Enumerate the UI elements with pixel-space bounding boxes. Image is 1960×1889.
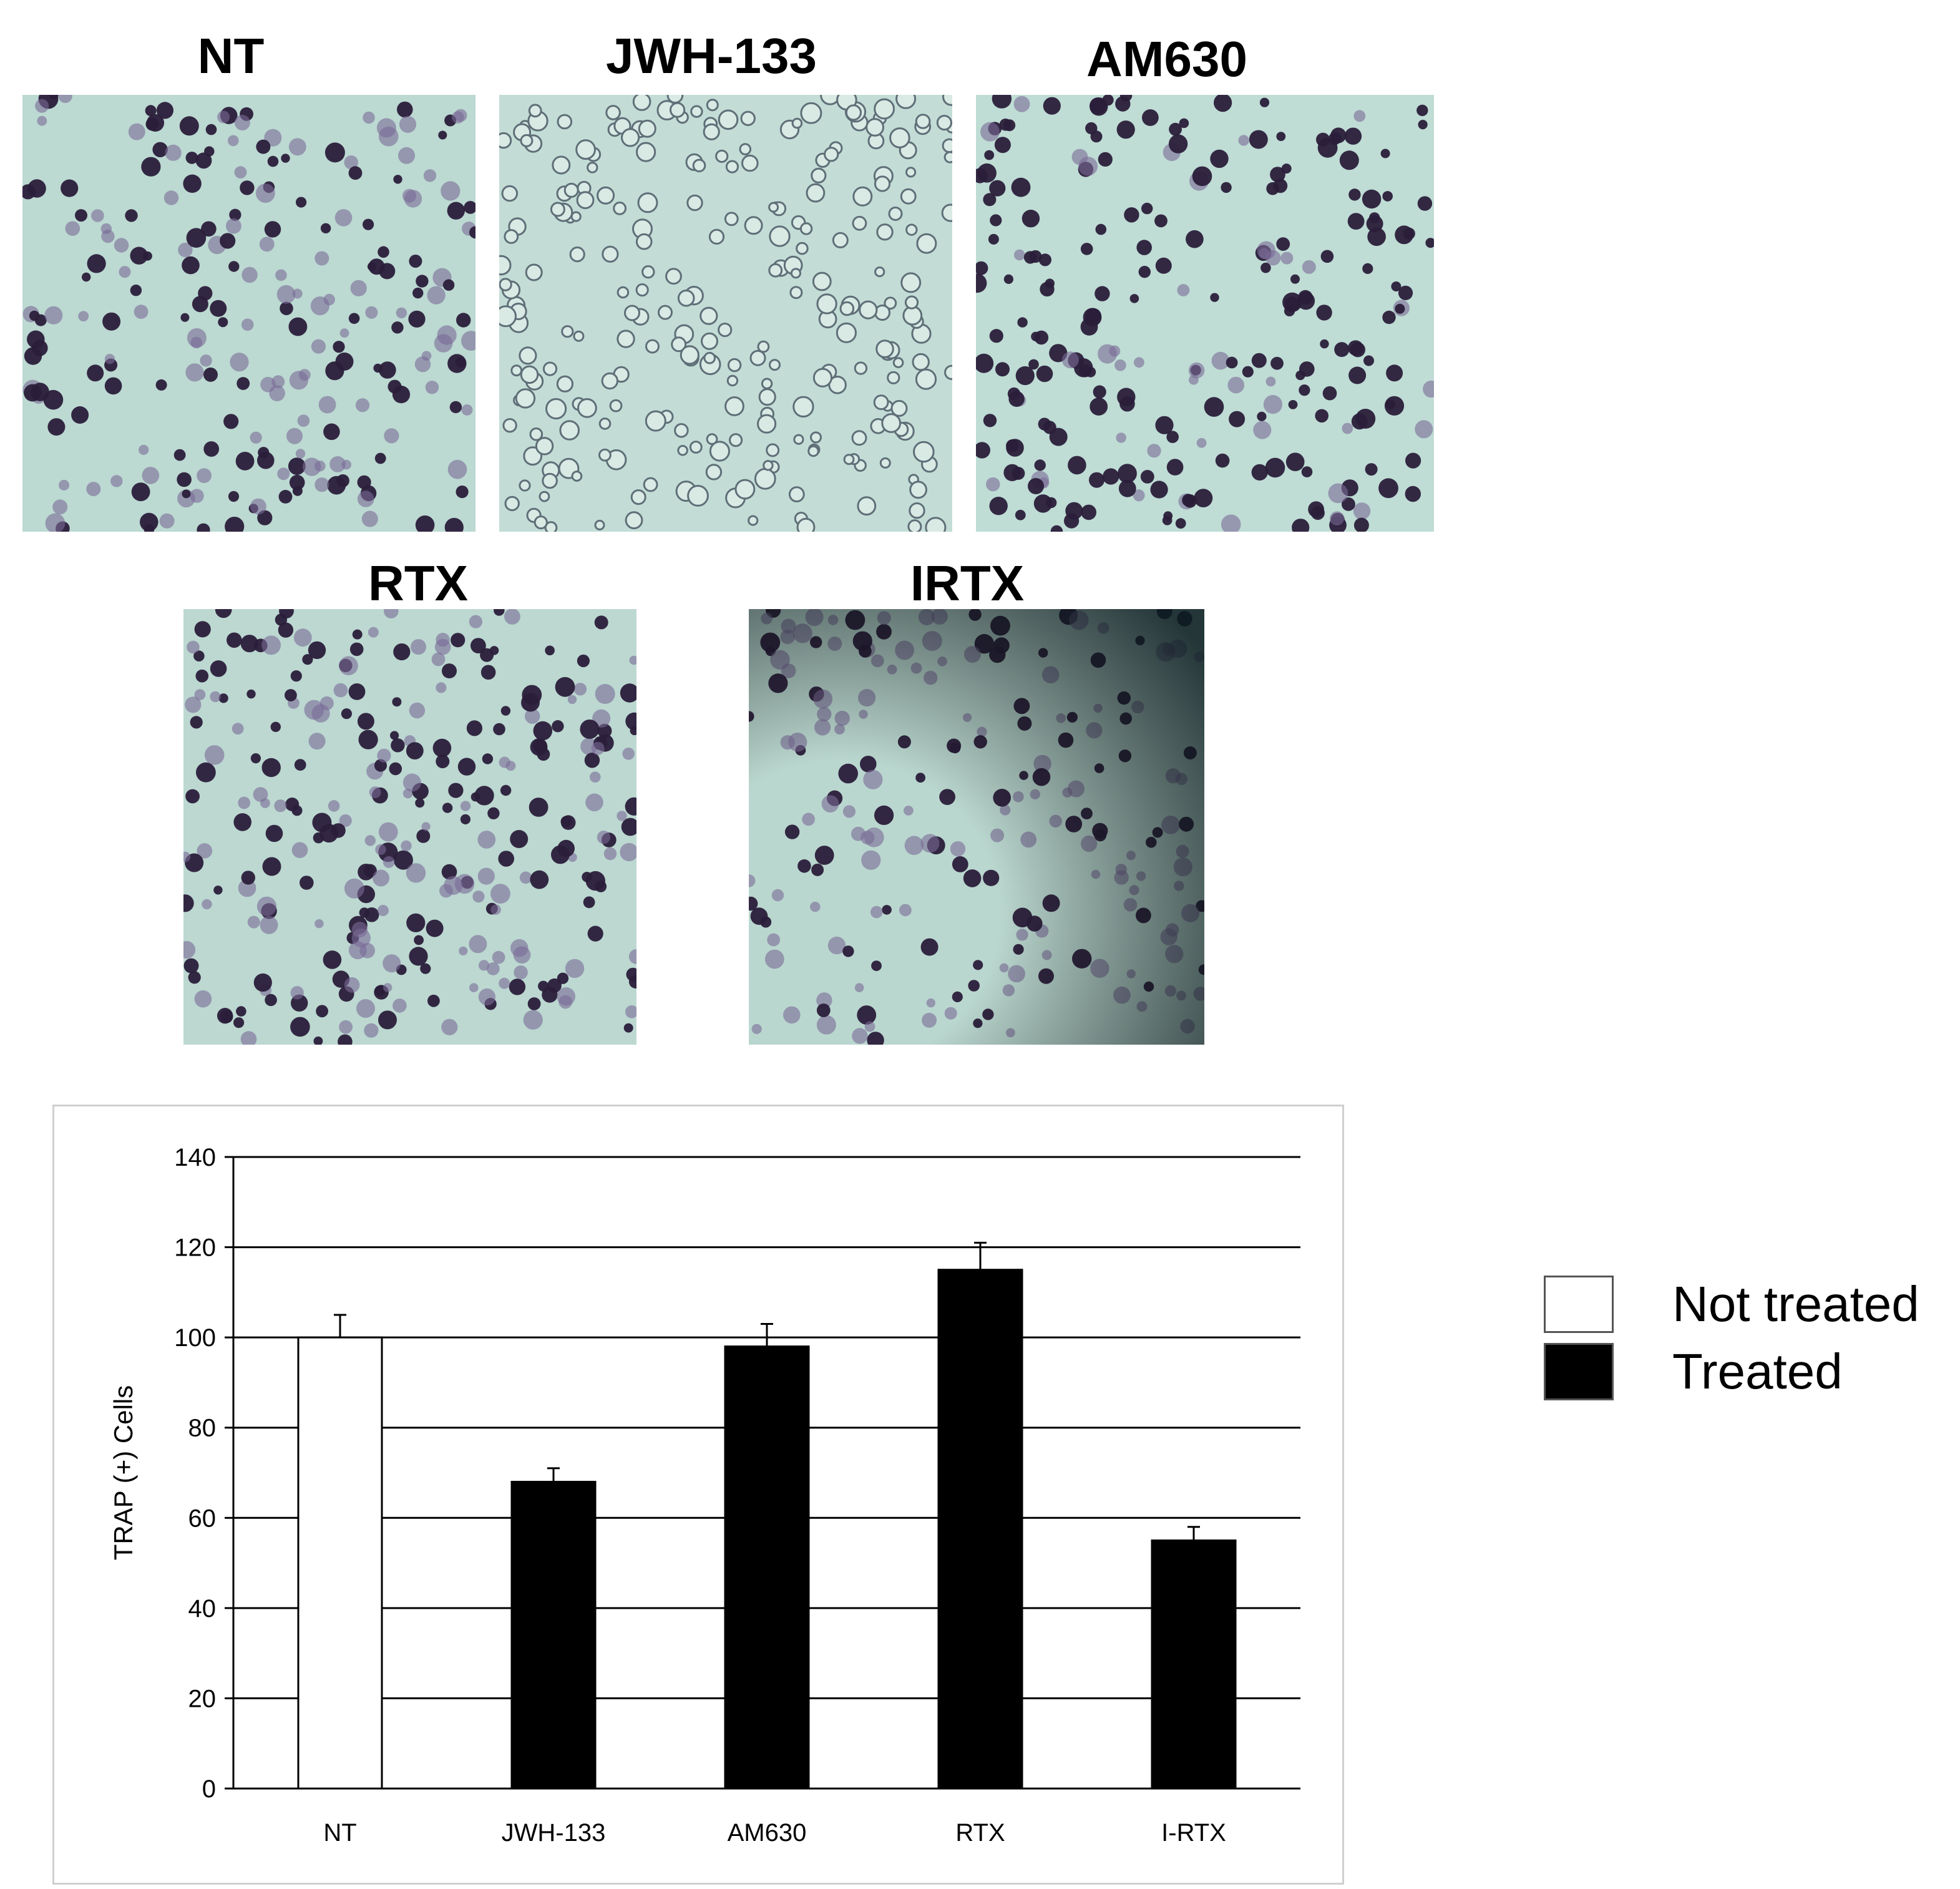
- panel-title-am630: AM630: [1086, 31, 1247, 87]
- y-tick-label: 80: [188, 1415, 217, 1442]
- bar-chart: 0 20 40 60 80 100 120 140 TRAP (+) Cells NT JWH-13…: [109, 1144, 1300, 1847]
- micrograph-irtx: [749, 609, 1204, 1045]
- legend-label-treated: Treated: [1672, 1344, 1843, 1399]
- x-tick-label: I-RTX: [1161, 1819, 1226, 1847]
- x-tick-label: AM630: [728, 1819, 807, 1847]
- y-tick-label: 100: [174, 1324, 216, 1352]
- legend-swatch-not-treated: [1544, 1276, 1614, 1333]
- legend-swatch-treated: [1544, 1343, 1614, 1400]
- micrograph-am630: [976, 95, 1434, 532]
- legend-item-treated: Treated: [1544, 1343, 1843, 1400]
- panel-title-nt: NT: [197, 28, 265, 84]
- bar: [510, 1480, 597, 1790]
- chart-frame: [52, 1105, 1344, 1885]
- y-tick-label: 60: [188, 1505, 217, 1532]
- x-tick-label: JWH-133: [502, 1819, 606, 1847]
- legend-label-not-treated: Not treated: [1672, 1276, 1919, 1332]
- bar: [297, 1336, 383, 1790]
- micrograph-rtx: [183, 609, 636, 1045]
- y-axis-label: TRAP (+) Cells: [109, 1385, 138, 1560]
- panel-title-rtx: RTX: [368, 555, 468, 611]
- panel-title-jwh133: JWH-133: [606, 28, 817, 84]
- micrograph-jwh133: [499, 95, 952, 532]
- y-tick-label: 20: [188, 1685, 217, 1712]
- y-tick-label: 120: [174, 1234, 216, 1262]
- x-tick-label: NT: [323, 1819, 356, 1847]
- bar: [724, 1345, 810, 1790]
- bar: [1151, 1539, 1237, 1790]
- y-tick-label: 0: [202, 1775, 216, 1803]
- bar: [937, 1269, 1023, 1790]
- x-tick-label: RTX: [955, 1819, 1005, 1847]
- panel-title-irtx: IRTX: [910, 555, 1025, 611]
- micrograph-nt: [22, 95, 475, 532]
- legend-item-not-treated: Not treated: [1544, 1276, 1919, 1333]
- y-tick-label: 40: [188, 1595, 217, 1623]
- y-tick-label: 140: [174, 1144, 216, 1171]
